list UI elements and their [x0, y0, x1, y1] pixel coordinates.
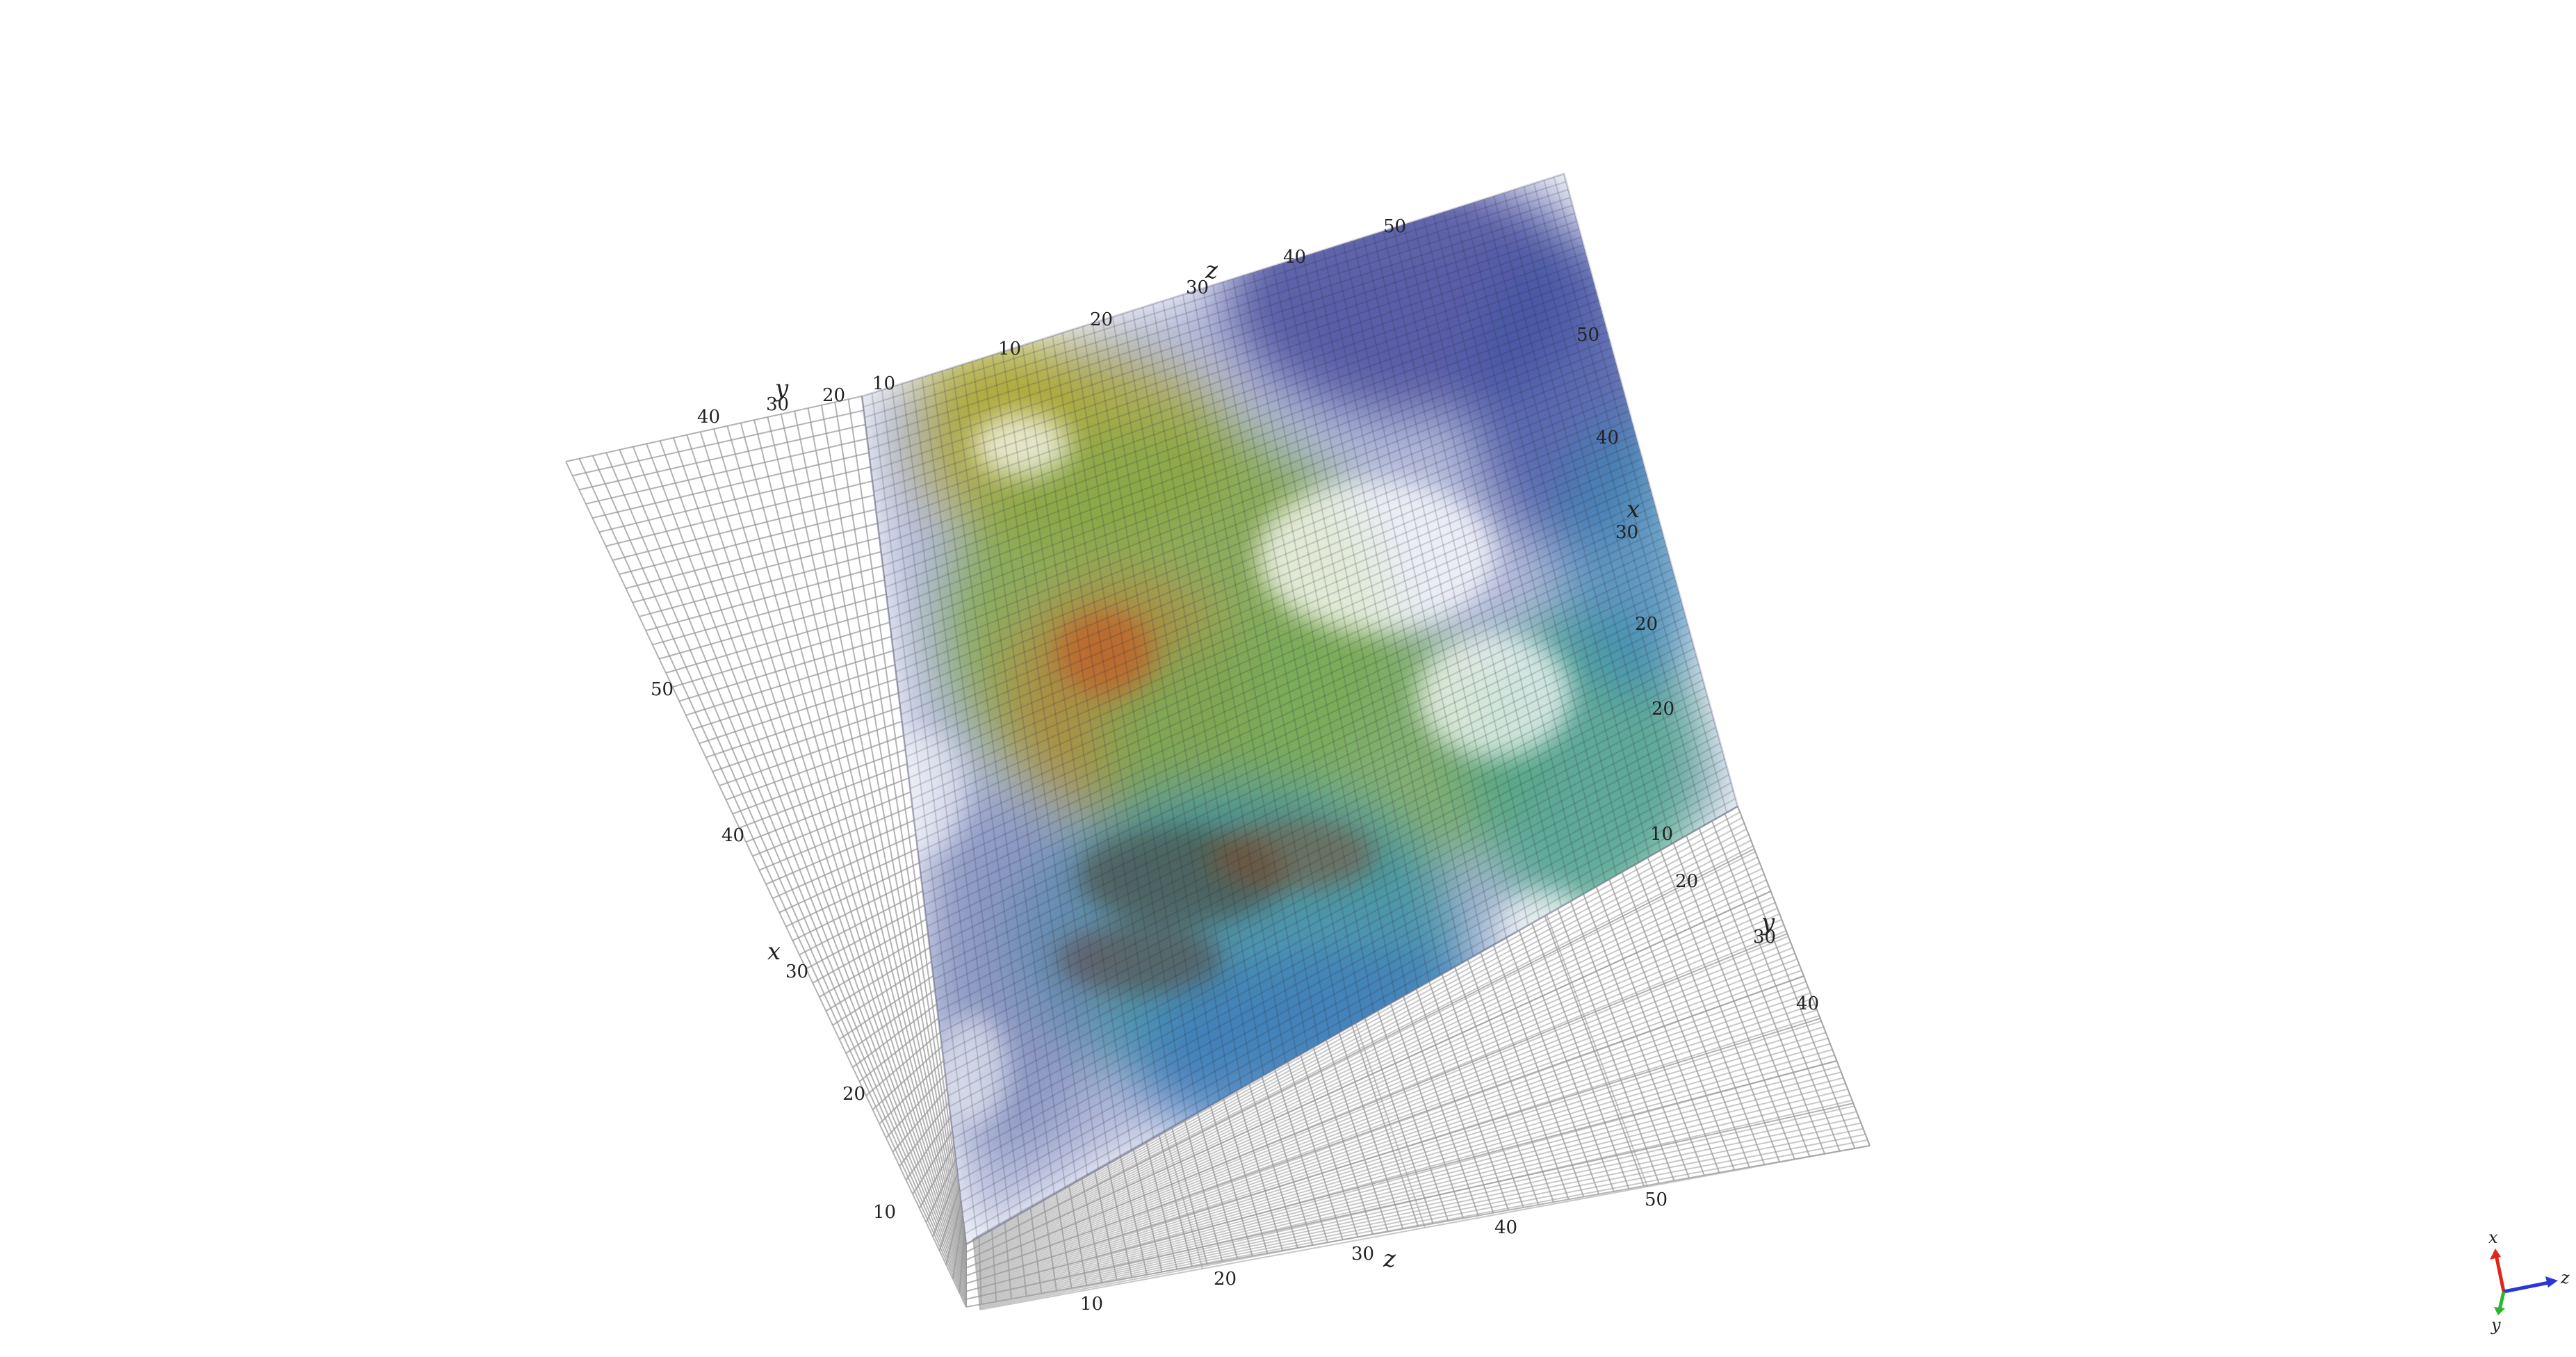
triad-y-label: y	[2491, 1315, 2501, 1335]
axis-bottom-z: 10 20 30 40 50 z	[1080, 1189, 1668, 1315]
tick-label: 20	[1635, 614, 1658, 635]
axis-right-x: 10 20 20 30 40 50 x	[1576, 325, 1674, 845]
tick-label: 20	[1675, 871, 1698, 892]
triad-y-arrow	[2494, 1307, 2505, 1315]
tick-label: 50	[1383, 216, 1406, 237]
tick-label: 10	[1650, 824, 1673, 845]
tick-label: 40	[1283, 247, 1306, 268]
volume-outline	[861, 172, 1739, 1246]
tick-label: 10	[998, 339, 1021, 359]
triad-x-arrow	[2490, 1249, 2501, 1260]
tick-label: 20	[822, 385, 845, 406]
triad-y-axis	[2497, 1291, 2506, 1310]
triad-x-label: x	[2488, 1228, 2498, 1247]
tick-label: 10	[1080, 1294, 1103, 1315]
tick-label: 40	[697, 407, 720, 428]
bottom-floor-grid	[965, 806, 1870, 1310]
tick-label: 50	[651, 679, 674, 700]
tick-label: 30	[785, 961, 808, 982]
tick-label: 30	[1753, 927, 1776, 948]
axis-label: z	[1205, 257, 1218, 284]
triad-z-arrow	[2545, 1276, 2558, 1287]
axis-label: x	[1627, 496, 1640, 523]
tick-label: 20	[1090, 309, 1113, 330]
tick-label: 10	[872, 373, 895, 394]
tick-label: 20	[1214, 1269, 1237, 1290]
axis-label: y	[774, 375, 789, 403]
tick-label: 40	[1494, 1217, 1517, 1238]
triad-z-axis	[2503, 1280, 2553, 1294]
tick-label: 30	[766, 394, 789, 415]
axis-label: z	[1383, 1245, 1396, 1273]
axis-right-y: 20 30 40 y	[1675, 871, 1819, 1014]
tick-label: 50	[1576, 325, 1599, 346]
tick-label: 30	[1186, 277, 1209, 298]
axis-top-y: 10 20 30 40 y	[697, 373, 895, 428]
tick-label: 50	[1645, 1189, 1668, 1210]
triad-z-label: z	[2560, 1268, 2570, 1287]
axis-top-z: 10 20 30 40 50 z	[998, 216, 1406, 359]
tick-label: 40	[1796, 993, 1819, 1014]
triad-x-axis	[2493, 1251, 2506, 1292]
axis-label: y	[1760, 909, 1775, 936]
tick-label: 40	[1596, 428, 1619, 448]
axis-left-x: 10 20 30 40 50 x	[651, 679, 896, 1223]
orientation-triad[interactable]: x z y	[2488, 1228, 2570, 1335]
tick-label: 30	[1351, 1244, 1374, 1265]
tick-label: 30	[1615, 522, 1638, 543]
tick-label: 40	[722, 825, 744, 846]
voxel-grid-overlay	[862, 174, 1738, 1244]
axis-label: x	[767, 938, 781, 966]
tick-label: 10	[873, 1202, 896, 1223]
tick-label: 20	[842, 1084, 865, 1105]
tick-label: 20	[1652, 699, 1674, 720]
